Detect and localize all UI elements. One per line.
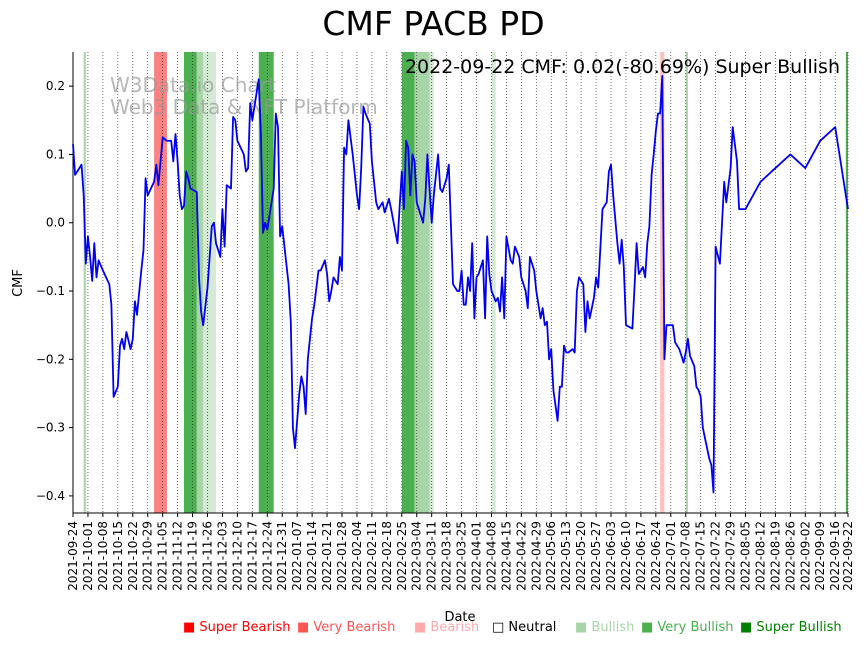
x-tick-label: 2022-02-11: [365, 521, 379, 591]
y-ticks: 0.2 0.1 0.0 −0.1 −0.2 −0.3 −0.4: [36, 79, 73, 503]
x-tick-label: 2022-06-17: [634, 521, 648, 591]
legend-item-3: □ Neutral: [492, 620, 557, 635]
x-tick-label: 2022-09-09: [813, 521, 827, 591]
x-tick-label: 2022-06-10: [619, 521, 633, 591]
shaded-region-1: [154, 52, 167, 513]
y-tick-label: −0.4: [36, 489, 65, 503]
shaded-region-8: [429, 52, 434, 513]
x-tick-label: 2022-05-20: [574, 521, 588, 591]
shaded-region-0: [83, 52, 86, 513]
x-tick-label: 2022-08-26: [783, 521, 797, 591]
shaded-regions: [83, 52, 848, 513]
x-tick-label: 2022-05-06: [544, 521, 558, 591]
x-tick-label: 2022-02-04: [350, 521, 364, 591]
grid-lines: [72, 52, 849, 513]
x-tick-label: 2021-10-08: [96, 521, 110, 591]
shaded-region-6: [401, 52, 415, 513]
x-tick-label: 2021-10-22: [126, 521, 140, 591]
x-tick-label: 2022-07-29: [724, 521, 738, 591]
x-tick-label: 2022-01-28: [335, 521, 349, 591]
legend-item-4: ■ Bullish: [575, 620, 635, 635]
x-axis-label: Date: [444, 610, 475, 625]
legend: ■ Super Bearish ■ Very Bearish ■ Bearish □ …: [0, 620, 867, 640]
x-tick-label: 2022-07-01: [664, 521, 678, 591]
x-tick-label: 2022-03-11: [425, 521, 439, 591]
y-tick-label: 0.2: [46, 79, 65, 93]
shaded-region-10: [660, 52, 665, 513]
shaded-region-9: [491, 52, 496, 513]
x-tick-label: 2022-01-07: [290, 521, 304, 591]
x-tick-label: 2022-05-13: [559, 521, 573, 591]
x-tick-label: 2022-09-22: [841, 521, 855, 591]
chart-annotation: 2022-09-22 CMF: 0.02(-80.69%) Super Bull…: [405, 56, 840, 78]
y-tick-label: 0.0: [46, 216, 65, 230]
x-tick-label: 2022-03-25: [455, 521, 469, 591]
watermark: W3Data.io Chart Web3 Data & NFT Platform: [110, 73, 378, 119]
series-line-cmf: [72, 75, 849, 494]
x-tick-label: 2021-11-05: [156, 521, 170, 591]
x-tick-label: 2021-12-10: [230, 521, 244, 591]
x-tick-label: 2022-06-24: [649, 521, 663, 591]
x-tick-label: 2022-04-15: [499, 521, 513, 591]
x-tick-label: 2022-01-21: [320, 521, 334, 591]
shaded-region-7: [414, 52, 430, 513]
watermark-line-1: W3Data.io Chart: [110, 73, 276, 97]
x-tick-label: 2022-07-15: [694, 521, 708, 591]
y-tick-label: −0.3: [36, 421, 65, 435]
x-tick-label: 2022-04-29: [529, 521, 543, 591]
x-tick-label: 2021-11-12: [171, 521, 185, 591]
x-tick-label: 2022-04-22: [514, 521, 528, 591]
legend-item-0: ■ Super Bearish: [183, 620, 291, 635]
chart-title: CMF PACB PD: [322, 4, 545, 43]
x-tick-label: 2022-05-27: [589, 521, 603, 591]
x-tick-label: 2021-12-24: [260, 521, 274, 591]
y-axis-label: CMF: [11, 269, 26, 297]
axes: [72, 52, 848, 514]
x-tick-label: 2022-02-25: [395, 521, 409, 591]
x-tick-label: 2022-08-12: [753, 521, 767, 591]
series-layer: [72, 75, 849, 494]
x-tick-label: 2021-10-15: [111, 521, 125, 591]
y-tick-label: −0.2: [36, 352, 65, 366]
x-tick-label: 2021-10-01: [81, 521, 95, 591]
x-tick-label: 2021-12-31: [275, 521, 289, 591]
x-tick-label: 2022-08-05: [739, 521, 753, 591]
x-tick-label: 2021-12-17: [245, 521, 259, 591]
x-tick-label: 2022-08-19: [768, 521, 782, 591]
x-tick-label: 2022-07-22: [709, 521, 723, 591]
legend-item-5: ■ Very Bullish: [641, 620, 734, 635]
watermark-line-2: Web3 Data & NFT Platform: [110, 95, 378, 119]
x-tick-label: 2021-10-29: [141, 521, 155, 591]
legend-item-6: ■ Super Bullish: [740, 620, 842, 635]
legend-item-2: ■ Bearish: [414, 620, 480, 635]
x-tick-label: 2022-02-18: [380, 521, 394, 591]
shaded-region-4: [203, 52, 217, 513]
x-tick-label: 2021-12-03: [215, 521, 229, 591]
shaded-region-11: [685, 52, 688, 513]
x-tick-label: 2022-01-14: [305, 521, 319, 591]
x-tick-label: 2022-03-04: [410, 521, 424, 591]
shaded-region-2: [184, 52, 197, 513]
x-ticks: 2021-09-24 2021-10-01 2021-10-08 2021-10-15…: [66, 513, 855, 591]
x-tick-label: 2022-09-16: [828, 521, 842, 591]
x-tick-label: 2022-09-02: [798, 521, 812, 591]
x-tick-label: 2022-06-03: [604, 521, 618, 591]
y-tick-label: −0.1: [36, 284, 65, 298]
shaded-region-12: [845, 52, 848, 513]
x-tick-label: 2022-03-18: [440, 521, 454, 591]
x-tick-label: 2021-11-26: [201, 521, 215, 591]
x-tick-label: 2021-09-24: [66, 521, 80, 591]
x-tick-label: 2022-07-08: [679, 521, 693, 591]
x-tick-label: 2021-11-19: [186, 521, 200, 591]
x-tick-label: 2022-04-08: [484, 521, 498, 591]
legend-item-1: ■ Very Bearish: [297, 620, 396, 635]
y-tick-label: 0.1: [46, 147, 65, 161]
x-tick-label: 2022-04-01: [470, 521, 484, 591]
